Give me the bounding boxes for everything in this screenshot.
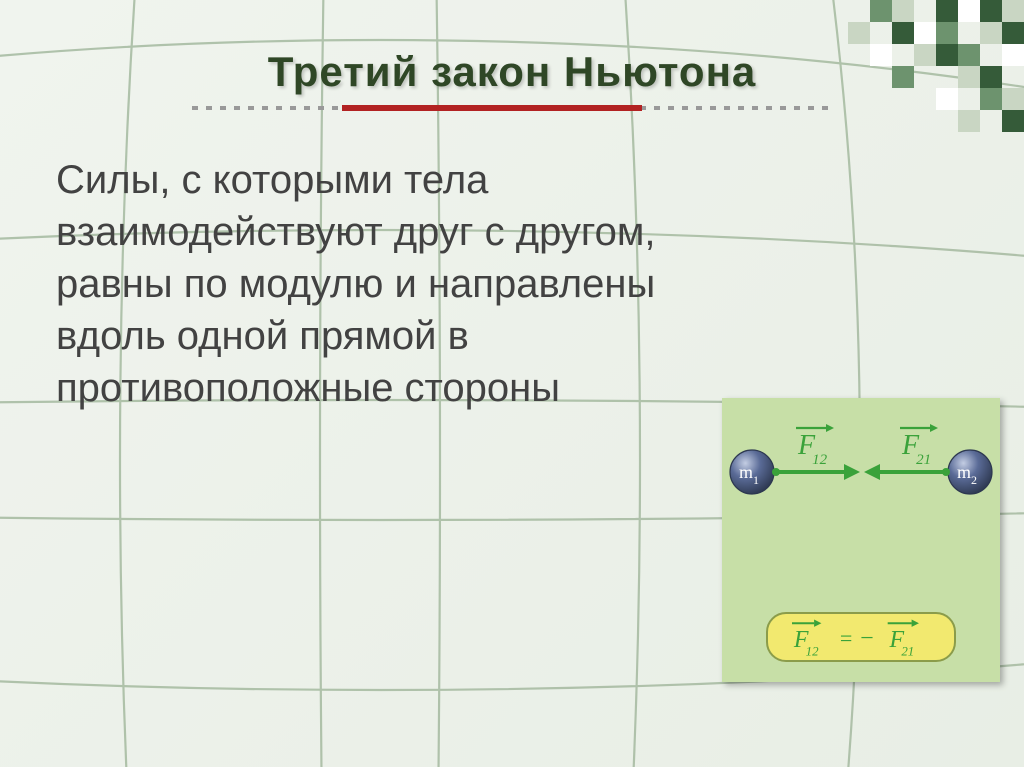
force-21-head [864, 464, 880, 480]
formula-lhs: F12 [793, 627, 819, 658]
title-underline [192, 102, 832, 114]
formula-box: F12 = − F21 [766, 612, 956, 662]
force-21-label: F21 [900, 424, 938, 468]
formula-negative: − [860, 625, 873, 651]
slide-content: Третий закон Ньютона Силы, с которыми те… [0, 0, 1024, 414]
formula-rhs: F21 [889, 627, 915, 658]
svg-text:F21: F21 [901, 430, 931, 468]
force-12-head [844, 464, 860, 480]
force-diagram-box: F12 F21 m1 m2 F12 = [722, 398, 1000, 682]
slide-body-text: Силы, с которыми тела взаимодействуют др… [56, 154, 676, 414]
slide-title: Третий закон Ньютона [56, 48, 968, 96]
svg-text:F12: F12 [797, 430, 828, 468]
formula-equals: = [840, 625, 852, 650]
title-block: Третий закон Ньютона [56, 48, 968, 114]
force-12-label: F12 [796, 424, 834, 468]
